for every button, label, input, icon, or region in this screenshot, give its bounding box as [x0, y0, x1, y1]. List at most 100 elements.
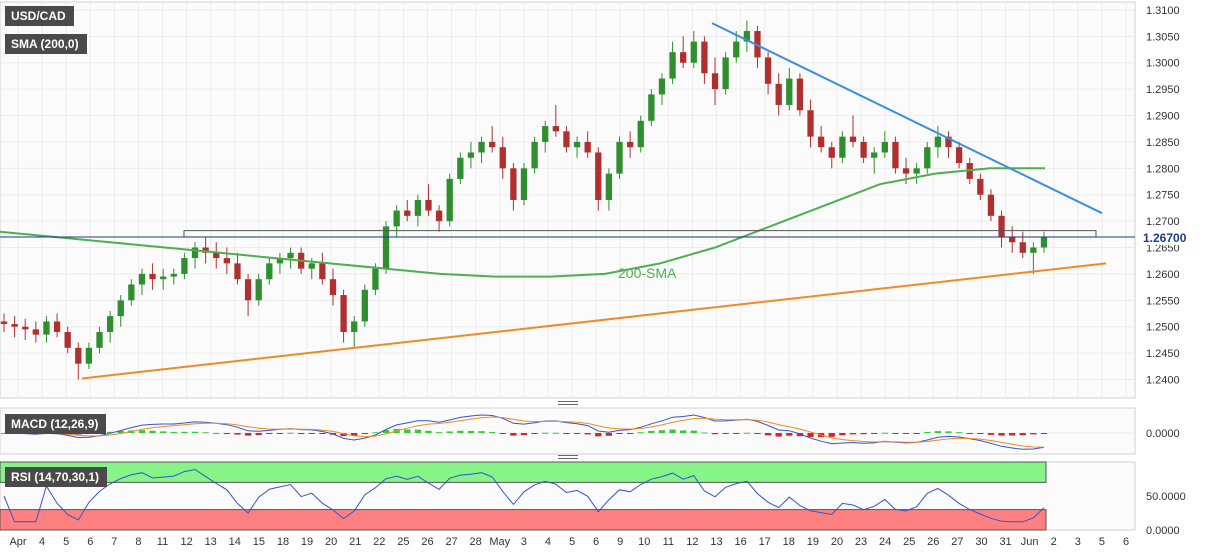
candle-body	[690, 41, 697, 63]
candle-body	[945, 136, 952, 148]
x-tick-label: 5	[569, 536, 575, 548]
candle-body	[393, 210, 400, 227]
candle-body	[542, 126, 549, 142]
candle-body	[743, 31, 751, 42]
x-tick-label: 30	[975, 536, 987, 548]
candle-body	[43, 321, 50, 335]
panel-frame	[0, 407, 1136, 455]
candle-body	[287, 252, 294, 259]
sma-annotation: 200-SMA	[618, 265, 677, 281]
macd-histogram-bar	[828, 433, 835, 437]
candle-body	[191, 247, 199, 259]
macd-histogram-bar	[361, 433, 368, 435]
macd-histogram-bar	[276, 433, 284, 434]
y-tick-label: 1.2800	[1146, 163, 1180, 175]
macd-histogram-bar	[457, 430, 464, 433]
macd-histogram-bar	[860, 433, 867, 435]
macd-histogram-bar	[319, 433, 326, 434]
x-tick-label: 7	[111, 536, 117, 548]
y-tick-label: 1.2750	[1146, 190, 1180, 202]
candle-body	[117, 300, 124, 317]
y-tick-label: 1.2850	[1146, 137, 1180, 149]
x-tick-label: 17	[759, 536, 771, 548]
x-tick-label: 20	[325, 536, 337, 548]
macd-histogram-bar	[1030, 433, 1037, 435]
macd-histogram-bar	[839, 433, 846, 436]
candle-body	[255, 279, 262, 301]
macd-histogram-bar	[478, 431, 485, 433]
macd-histogram-bar	[255, 433, 262, 435]
x-tick-label: 24	[879, 536, 891, 548]
x-tick-label: 25	[903, 536, 915, 548]
macd-histogram-bar	[499, 433, 506, 434]
macd-histogram-bar	[160, 431, 167, 433]
macd-histogram-bar	[680, 430, 687, 433]
candle-body	[457, 157, 464, 179]
candle-body	[871, 152, 878, 158]
candle-body	[340, 295, 347, 332]
macd-histogram-bar	[266, 433, 273, 434]
candle-body	[807, 110, 814, 137]
macd-histogram-bar	[934, 431, 942, 433]
macd-histogram-bar	[892, 433, 899, 434]
candle-body	[128, 284, 135, 301]
x-tick-label: 19	[301, 536, 313, 548]
candle-body	[510, 168, 517, 200]
x-tick-label: Apr	[9, 536, 26, 548]
candle-body	[244, 279, 252, 301]
candle-body	[637, 120, 644, 148]
candle-body	[860, 141, 867, 158]
candle-body	[796, 78, 804, 111]
candle-body	[552, 126, 559, 132]
x-tick-label: 2	[1051, 536, 1057, 548]
macd-histogram-bar	[520, 433, 528, 436]
x-tick-label: 23	[855, 536, 867, 548]
candle-body	[987, 194, 995, 216]
x-tick-label: 19	[807, 536, 819, 548]
macd-histogram-bar	[775, 433, 782, 437]
macd-histogram-bar	[213, 432, 220, 434]
macd-histogram-bar	[595, 433, 602, 437]
x-tick-label: 10	[638, 536, 650, 548]
candle-body	[849, 136, 857, 142]
candle-body	[223, 258, 231, 264]
candle-body	[266, 263, 273, 280]
candle-body	[149, 273, 156, 280]
candle-body	[913, 168, 920, 174]
macd-histogram-bar	[244, 433, 252, 436]
candle-body	[786, 78, 793, 105]
last-price-tag	[1137, 228, 1193, 245]
x-tick-label: 6	[1123, 536, 1129, 548]
candle-body	[680, 52, 687, 63]
macd-histogram-bar	[711, 433, 719, 435]
x-tick-label: 6	[593, 536, 599, 548]
candle-body	[733, 41, 740, 58]
candle-body	[85, 347, 93, 364]
macd-histogram-bar	[764, 433, 772, 436]
x-tick-label: 25	[397, 536, 409, 548]
x-axis: Apr 4 5 6 7 8 11 12 13 14 15 18 19 20 21 22 25 26 27 28 May 3…	[9, 536, 1129, 548]
sma-indicator-label: SMA (200,0)	[5, 34, 87, 54]
macd-histogram-bar	[573, 433, 581, 434]
candle-body	[319, 263, 326, 280]
candle-body	[817, 136, 825, 148]
macd-histogram-bar	[425, 430, 432, 433]
macd-histogram-bar	[414, 429, 422, 433]
macd-histogram-bar	[998, 433, 1005, 436]
y-tick-label: 1.2500	[1146, 322, 1180, 334]
candle-body	[648, 94, 655, 121]
macd-histogram-bar	[924, 431, 931, 433]
x-tick-label: 22	[373, 536, 385, 548]
y-tick-label: 1.2400	[1146, 375, 1180, 387]
candle-body	[902, 168, 910, 174]
macd-histogram-bar	[849, 433, 857, 435]
macd-histogram-bar	[1009, 433, 1016, 436]
candle-body	[1040, 236, 1048, 248]
macd-histogram-bar	[945, 431, 952, 433]
candle-body	[181, 258, 188, 274]
macd-histogram-bar	[733, 433, 740, 434]
x-tick-label: 12	[686, 536, 698, 548]
macd-histogram-bar	[966, 433, 973, 434]
x-tick-label: May	[489, 536, 510, 548]
candle-body	[414, 200, 422, 216]
